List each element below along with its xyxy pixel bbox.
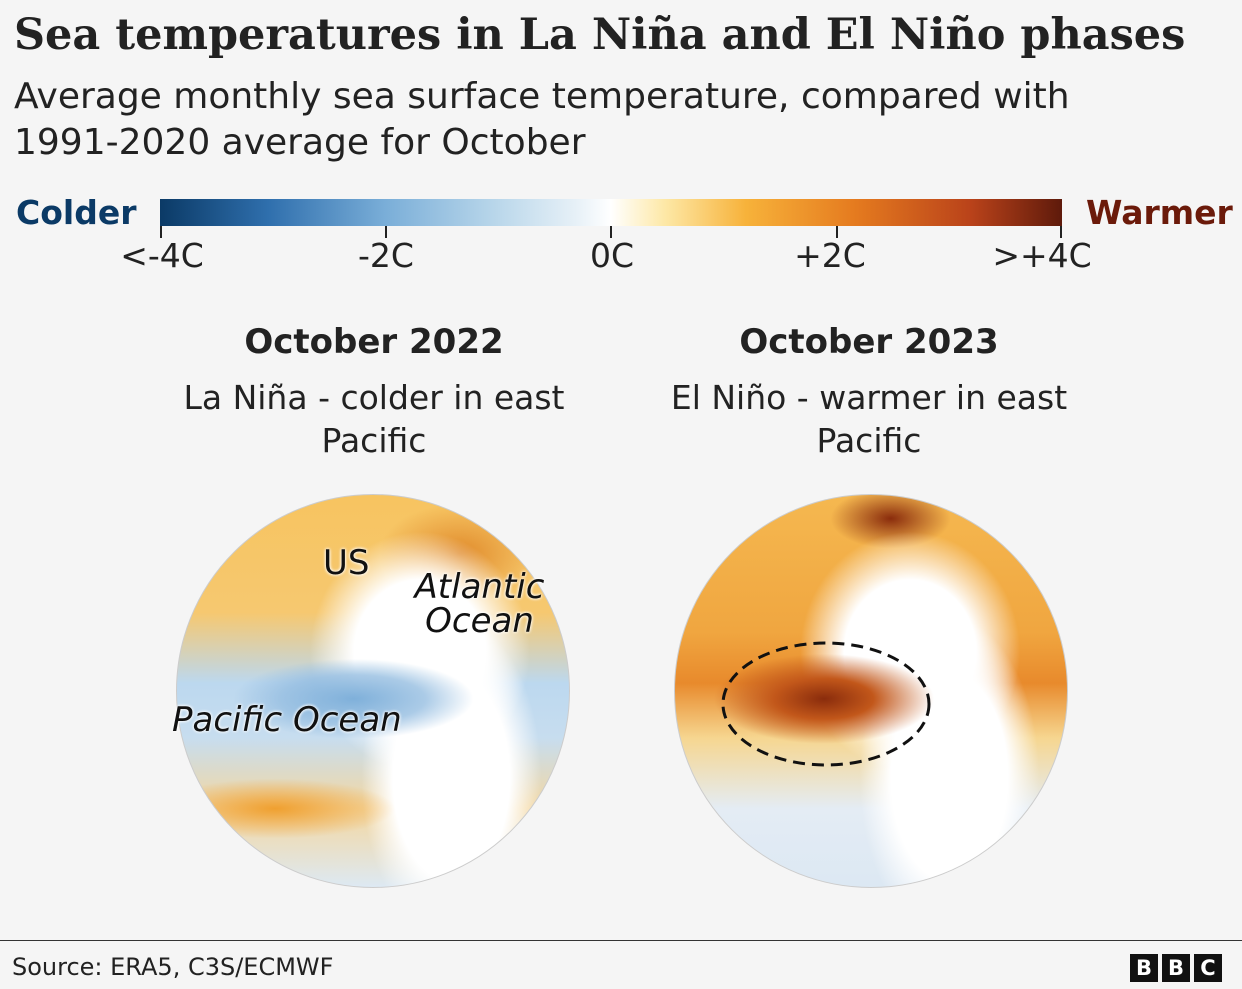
temperature-colorbar bbox=[160, 199, 1062, 226]
colorbar-tick bbox=[385, 226, 387, 238]
colorbar-tick-label: <-4C bbox=[120, 236, 204, 275]
colorbar-tick bbox=[1060, 226, 1062, 238]
map-label-us: US bbox=[323, 543, 370, 583]
map-label-atlantic: Atlantic Ocean bbox=[414, 567, 545, 641]
colorbar-tick-label: >+4C bbox=[992, 236, 1092, 275]
source-note: Source: ERA5, C3S/ECMWF bbox=[12, 953, 334, 981]
legend-warmer-label: Warmer bbox=[1086, 193, 1233, 232]
panel-subtitle-2022: La Niña - colder in east Pacific bbox=[183, 378, 565, 460]
colorbar-tick-label: -2C bbox=[358, 236, 414, 275]
colorbar-tick-label: 0C bbox=[589, 236, 635, 275]
page-title: Sea temperatures in La Niña and El Niño … bbox=[14, 10, 1186, 60]
panel-title-2022: October 2022 bbox=[244, 322, 504, 362]
panel-subtitle-2023: El Niño - warmer in east Pacific bbox=[670, 378, 1068, 460]
colorbar-tick-label: +2C bbox=[794, 236, 866, 275]
map-label-pacific: Pacific Ocean bbox=[172, 700, 402, 740]
globe-october-2022 bbox=[176, 494, 570, 888]
colorbar-tick bbox=[610, 226, 612, 238]
bbc-logo-block: B bbox=[1130, 954, 1158, 982]
bbc-logo-block: B bbox=[1162, 954, 1190, 982]
el-nino-highlight-ellipse bbox=[721, 641, 931, 767]
panel-title-2023: October 2023 bbox=[739, 322, 999, 362]
globe-october-2023 bbox=[674, 494, 1068, 888]
subtitle: Average monthly sea surface temperature,… bbox=[14, 76, 1070, 163]
colorbar-tick bbox=[160, 226, 162, 238]
bbc-logo-block: C bbox=[1194, 954, 1222, 982]
footer-divider bbox=[0, 940, 1242, 941]
colorbar-tick bbox=[836, 226, 838, 238]
legend-colder-label: Colder bbox=[16, 193, 137, 232]
